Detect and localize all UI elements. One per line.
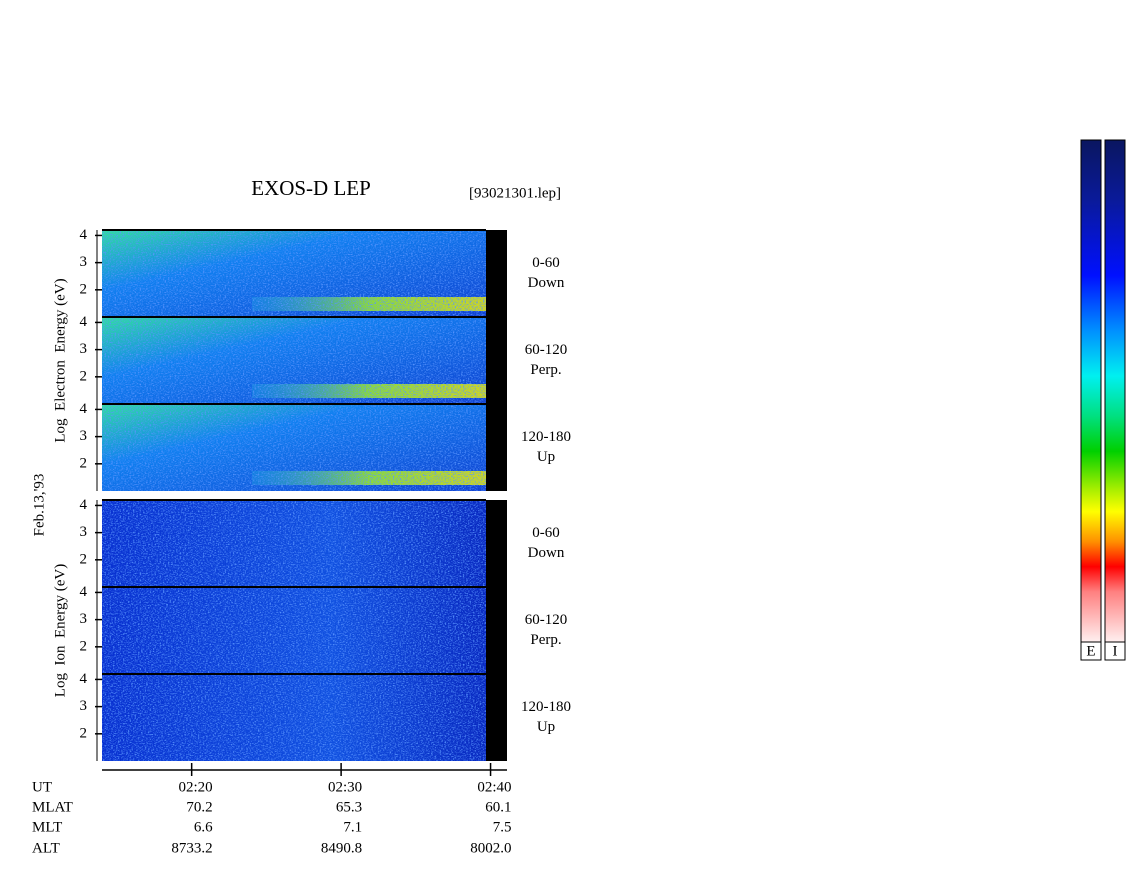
speckle xyxy=(102,674,486,761)
y-tick-label: 4 xyxy=(80,401,88,417)
no-data xyxy=(486,317,507,404)
panel-range: 120-180 xyxy=(521,429,571,445)
ephemeris-name: MLT xyxy=(32,819,62,835)
y-tick-label: 3 xyxy=(80,524,88,540)
no-data xyxy=(486,404,507,491)
colorbar-label-box xyxy=(1080,641,1102,661)
ephemeris-value: 60.1 xyxy=(485,799,511,815)
colorbar xyxy=(1080,139,1102,643)
colorbar-label: E xyxy=(1086,643,1095,659)
y-tick-label: 2 xyxy=(80,455,88,471)
ephemeris-value: 7.5 xyxy=(493,819,512,835)
panel-direction: Up xyxy=(537,719,555,735)
ephemeris-value: 6.6 xyxy=(194,819,213,835)
chart-title: EXOS-D LEP xyxy=(251,176,371,200)
speckle xyxy=(102,500,486,587)
y-axis-label: Log Electron Energy (eV) xyxy=(52,278,68,442)
y-tick-label: 3 xyxy=(80,698,88,714)
y-tick-label: 3 xyxy=(80,428,88,444)
y-tick-label: 2 xyxy=(80,368,88,384)
panel-direction: Down xyxy=(528,545,565,561)
y-tick-label: 4 xyxy=(80,584,88,600)
ephemeris-value: 65.3 xyxy=(336,799,362,815)
x-tick-label: 02:20 xyxy=(178,779,212,795)
x-tick-label: 02:40 xyxy=(477,779,511,795)
panel-direction: Up xyxy=(537,449,555,465)
panel-range: 120-180 xyxy=(521,699,571,715)
ephemeris-value: 8733.2 xyxy=(171,840,212,856)
ephemeris-value: 8490.8 xyxy=(321,840,362,856)
y-tick-label: 4 xyxy=(80,227,88,243)
speckle xyxy=(102,404,486,491)
colorbar xyxy=(1104,139,1126,643)
y-tick-label: 4 xyxy=(80,497,88,513)
ephemeris-name: ALT xyxy=(32,840,60,856)
y-axis-label: Log Ion Energy (eV) xyxy=(52,564,68,697)
ephemeris-value: 70.2 xyxy=(186,799,212,815)
y-tick-label: 3 xyxy=(80,611,88,627)
no-data xyxy=(486,500,507,587)
ephemeris-name: UT xyxy=(32,779,52,795)
ephemeris-value: 7.1 xyxy=(343,819,362,835)
panel-direction: Perp. xyxy=(530,632,561,648)
speckle xyxy=(102,587,486,674)
ephemeris-name: MLAT xyxy=(32,799,73,815)
y-tick-label: 3 xyxy=(80,341,88,357)
colorbar-label-box xyxy=(1104,641,1126,661)
panel-direction: Perp. xyxy=(530,362,561,378)
no-data xyxy=(486,587,507,674)
file-label: [93021301.lep] xyxy=(469,185,561,201)
colorbar-label: I xyxy=(1113,643,1118,659)
y-tick-label: 2 xyxy=(80,638,88,654)
no-data xyxy=(486,674,507,761)
panel-range: 0-60 xyxy=(532,255,560,271)
x-tick-label: 02:30 xyxy=(328,779,362,795)
y-tick-label: 3 xyxy=(80,254,88,270)
panel-direction: Down xyxy=(528,275,565,291)
no-data xyxy=(486,230,507,317)
ephemeris-value: 8002.0 xyxy=(470,840,511,856)
panel-range: 60-120 xyxy=(525,342,568,358)
speckle xyxy=(102,317,486,404)
panel-range: 0-60 xyxy=(532,525,560,541)
y-tick-label: 2 xyxy=(80,725,88,741)
y-tick-label: 4 xyxy=(80,671,88,687)
date-label: Feb.13,'93 xyxy=(31,474,47,537)
y-tick-label: 2 xyxy=(80,551,88,567)
speckle xyxy=(102,230,486,317)
y-tick-label: 4 xyxy=(80,314,88,330)
panel-range: 60-120 xyxy=(525,612,568,628)
y-tick-label: 2 xyxy=(80,281,88,297)
